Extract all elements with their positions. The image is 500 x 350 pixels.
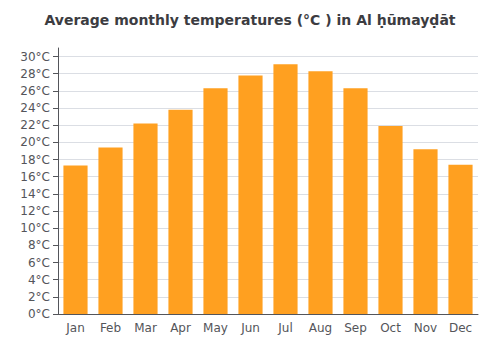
svg-text:0°C: 0°C — [28, 307, 50, 321]
svg-text:Oct: Oct — [380, 321, 401, 335]
svg-text:16°C: 16°C — [20, 170, 50, 184]
svg-text:28°C: 28°C — [20, 67, 50, 81]
svg-text:20°C: 20°C — [20, 135, 50, 149]
svg-text:Jun: Jun — [240, 321, 260, 335]
svg-text:26°C: 26°C — [20, 84, 50, 98]
svg-text:Sep: Sep — [344, 321, 367, 335]
svg-text:Dec: Dec — [449, 321, 472, 335]
svg-text:24°C: 24°C — [20, 101, 50, 115]
svg-text:8°C: 8°C — [28, 238, 50, 252]
svg-text:Nov: Nov — [414, 321, 437, 335]
svg-text:10°C: 10°C — [20, 221, 50, 235]
svg-text:Jul: Jul — [277, 321, 292, 335]
svg-text:Aug: Aug — [309, 321, 332, 335]
svg-text:Average monthly temperatures (: Average monthly temperatures (°C ) in Al… — [44, 12, 455, 28]
svg-text:Jan: Jan — [65, 321, 85, 335]
svg-text:Feb: Feb — [100, 321, 121, 335]
svg-text:Mar: Mar — [134, 321, 157, 335]
svg-text:4°C: 4°C — [28, 273, 50, 287]
svg-text:22°C: 22°C — [20, 118, 50, 132]
svg-text:Apr: Apr — [170, 321, 191, 335]
svg-text:May: May — [203, 321, 228, 335]
svg-text:30°C: 30°C — [20, 50, 50, 64]
svg-text:18°C: 18°C — [20, 153, 50, 167]
svg-text:2°C: 2°C — [28, 290, 50, 304]
svg-text:6°C: 6°C — [28, 256, 50, 270]
svg-text:14°C: 14°C — [20, 187, 50, 201]
svg-text:12°C: 12°C — [20, 204, 50, 218]
